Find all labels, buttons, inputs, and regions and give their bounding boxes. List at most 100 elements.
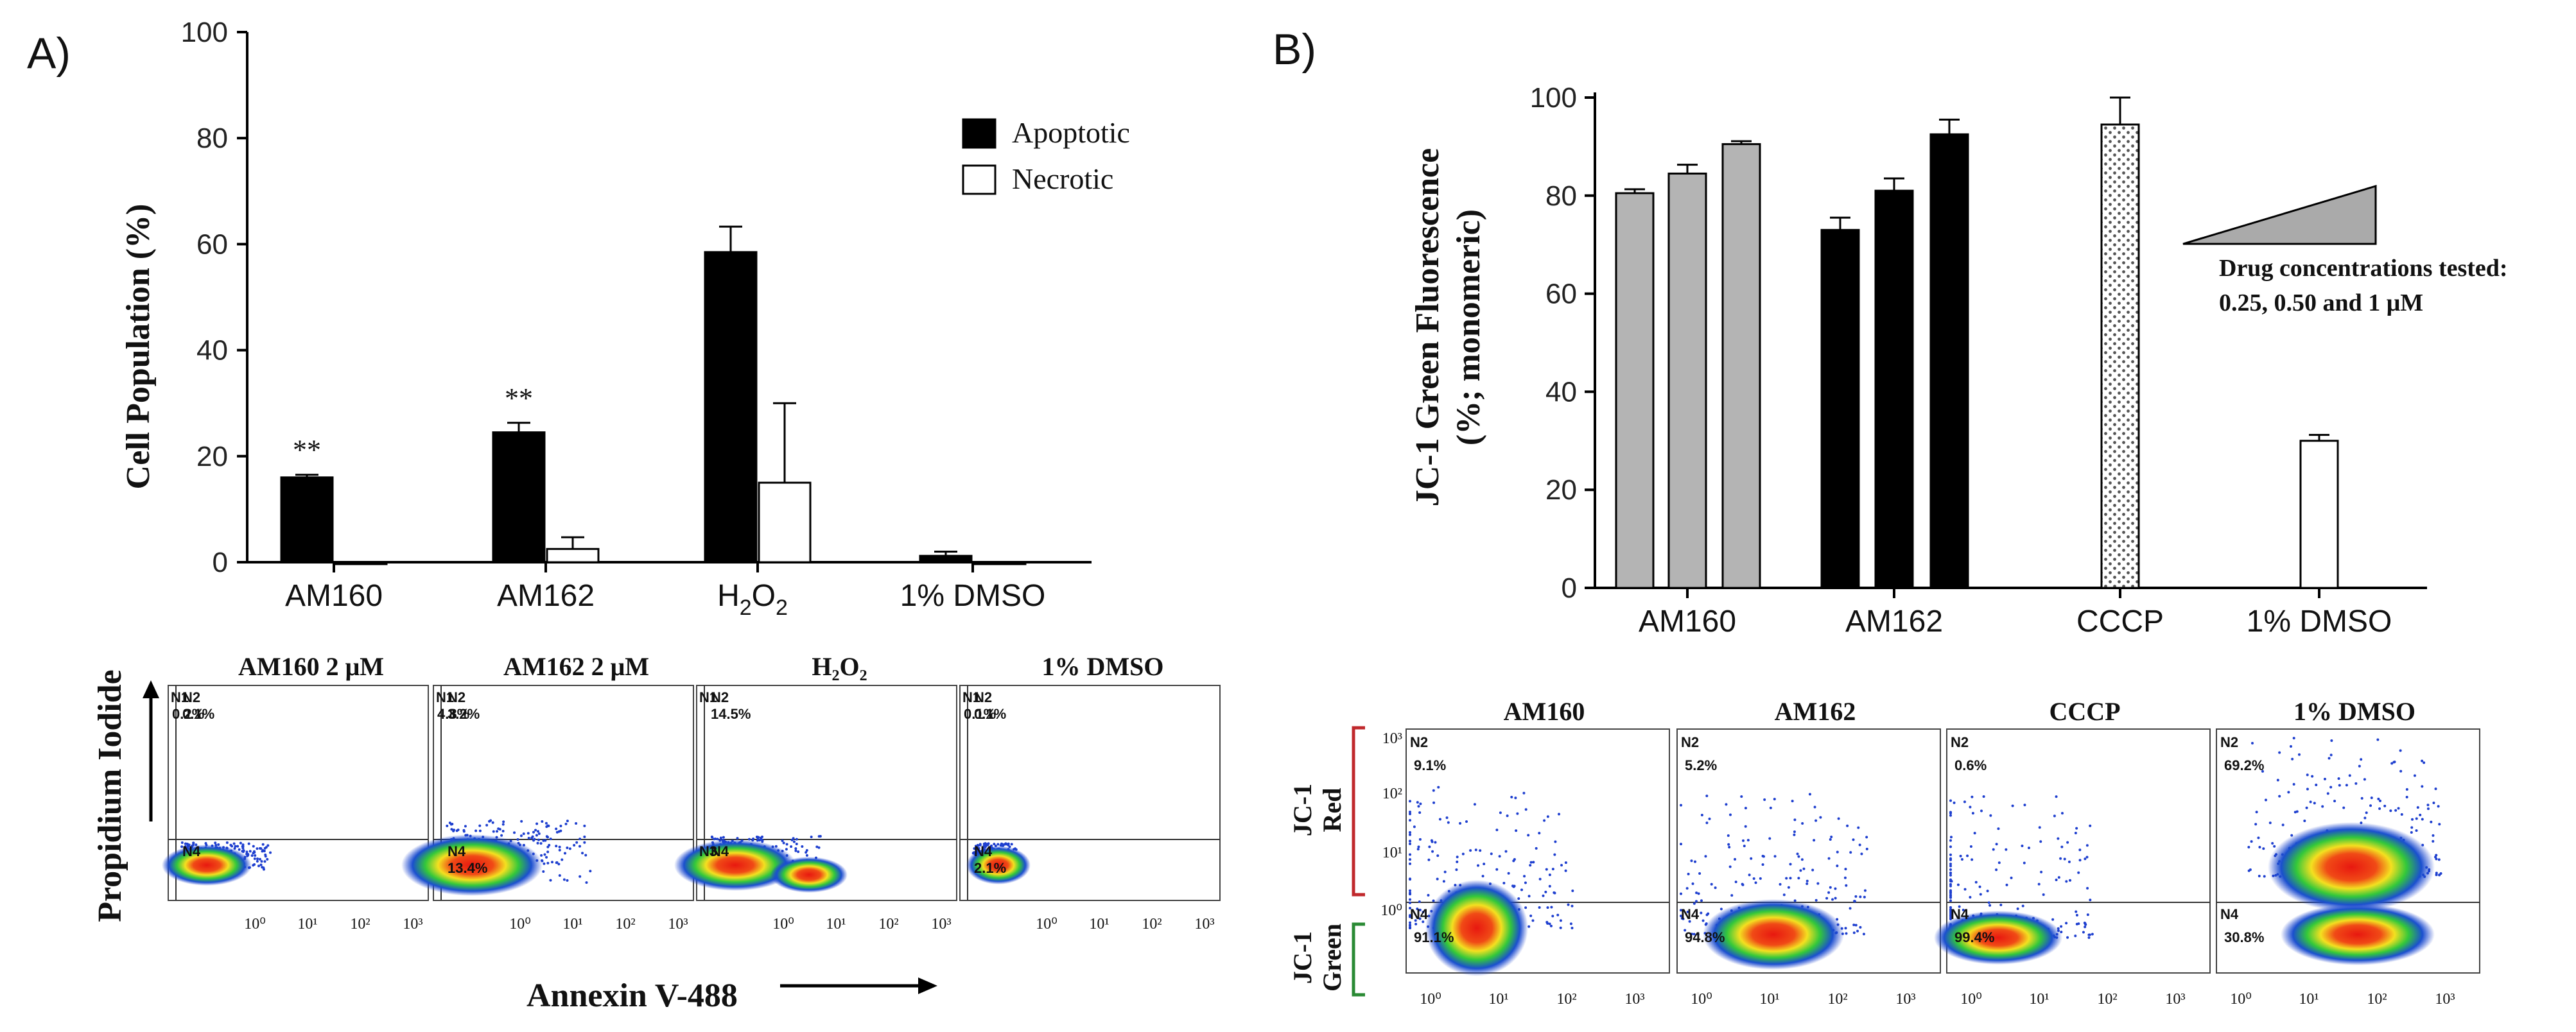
event-dot [1687, 872, 1690, 875]
event-dot [2383, 804, 2387, 807]
event-dot [1969, 845, 1972, 848]
event-dot [496, 830, 499, 833]
event-dot [1796, 852, 1799, 856]
event-dot [1704, 855, 1707, 858]
note-line-1: Drug concentrations tested: [2219, 255, 2508, 282]
event-dot [1445, 816, 1449, 820]
panel-b-bars [1615, 96, 2339, 589]
event-dot [241, 847, 245, 850]
event-dot [2430, 820, 2433, 823]
event-dot [1831, 898, 1834, 901]
event-dot [1989, 904, 1992, 907]
event-dot [1430, 839, 1433, 842]
event-dot [790, 845, 793, 848]
event-dot [1949, 896, 1952, 899]
event-dot [1754, 881, 1757, 884]
bar-cccp [2100, 123, 2140, 589]
event-dot [2411, 818, 2414, 821]
event-dot [979, 843, 982, 847]
event-dot [2313, 802, 2316, 805]
bar-necrotic [334, 561, 388, 565]
event-dot [546, 850, 550, 854]
event-dot [2432, 802, 2435, 805]
event-dot [1725, 803, 1728, 806]
event-dot [537, 832, 541, 836]
event-dot [1949, 882, 1952, 886]
event-dot [520, 820, 523, 823]
event-dot [1409, 921, 1411, 924]
event-dot [973, 847, 976, 850]
event-dot [2074, 934, 2077, 938]
event-dot [2262, 847, 2265, 850]
event-dot [810, 835, 813, 838]
event-dot [792, 840, 796, 843]
flow-x-tick-label: 10⁰ [1420, 991, 1441, 1008]
event-dot [2263, 875, 2266, 878]
event-dot [1513, 857, 1516, 861]
y-tick-label: 80 [196, 123, 228, 154]
flow-x-tick-label: 10¹ [562, 916, 582, 933]
event-dot [1418, 838, 1422, 841]
event-dot [2292, 783, 2295, 786]
event-dot [2066, 936, 2069, 939]
event-dot [1740, 795, 1743, 798]
event-dot [2370, 796, 2373, 800]
jc1-green-label-2: Green [1318, 924, 1346, 992]
event-dot [546, 861, 550, 864]
event-dot [1797, 855, 1800, 858]
event-dot [1829, 886, 1832, 889]
event-dot [1797, 877, 1800, 880]
flow-x-tick-label: 10¹ [1089, 916, 1109, 933]
event-dot [996, 843, 1000, 846]
event-dot [263, 847, 266, 850]
event-dot [1523, 875, 1526, 878]
event-dot [259, 863, 263, 866]
flow-x-tick-label: 10³ [1624, 991, 1644, 1008]
event-dot [2435, 854, 2438, 857]
event-dot [549, 879, 552, 882]
event-dot [815, 845, 819, 848]
event-dot [1546, 906, 1549, 909]
flow-plot-b-2: AM162 N2 5.2% N4 94.8% 10⁰ 10¹ 10² 10³ [1676, 697, 1941, 1008]
event-dot [542, 839, 545, 842]
event-dot [2293, 811, 2297, 814]
event-dot [269, 851, 272, 854]
event-dot [1680, 843, 1682, 846]
event-dot [234, 845, 237, 848]
flow-x-tick-label: 10² [878, 916, 898, 933]
event-dot [795, 842, 798, 845]
event-dot [252, 850, 256, 853]
bar-apoptotic [919, 555, 973, 563]
event-dot [817, 846, 821, 849]
event-dot [2321, 805, 2324, 808]
event-dot [261, 843, 265, 846]
flow-plot-title: AM160 [1504, 697, 1585, 726]
event-dot [1688, 920, 1691, 923]
event-dot [559, 824, 562, 827]
event-dot [2258, 845, 2261, 848]
flow-plot-title: H₂O₂ [812, 652, 867, 681]
event-dot [1495, 829, 1499, 832]
event-dot [1428, 845, 1431, 848]
panel-a-y-axis-title: Cell Population (%) [120, 204, 157, 490]
flow-x-tick-label: 10⁰ [509, 916, 531, 933]
event-dot [2393, 761, 2396, 764]
event-dot [2405, 795, 2408, 798]
event-dot [1949, 872, 1952, 875]
event-dot [1409, 853, 1411, 856]
event-dot [1979, 893, 1982, 896]
event-dot [578, 845, 581, 848]
event-dot [2345, 784, 2348, 787]
quadrant-label: 0.2% [172, 706, 204, 722]
event-dot [2255, 811, 2258, 814]
event-dot [264, 855, 267, 858]
event-dot [2089, 824, 2092, 827]
event-dot [1531, 919, 1535, 922]
event-dot [1418, 917, 1422, 920]
event-dot [1524, 906, 1527, 909]
flow-x-tick-label: 10¹ [2299, 991, 2319, 1008]
event-dot [1759, 877, 1762, 880]
event-dot [1830, 835, 1833, 838]
